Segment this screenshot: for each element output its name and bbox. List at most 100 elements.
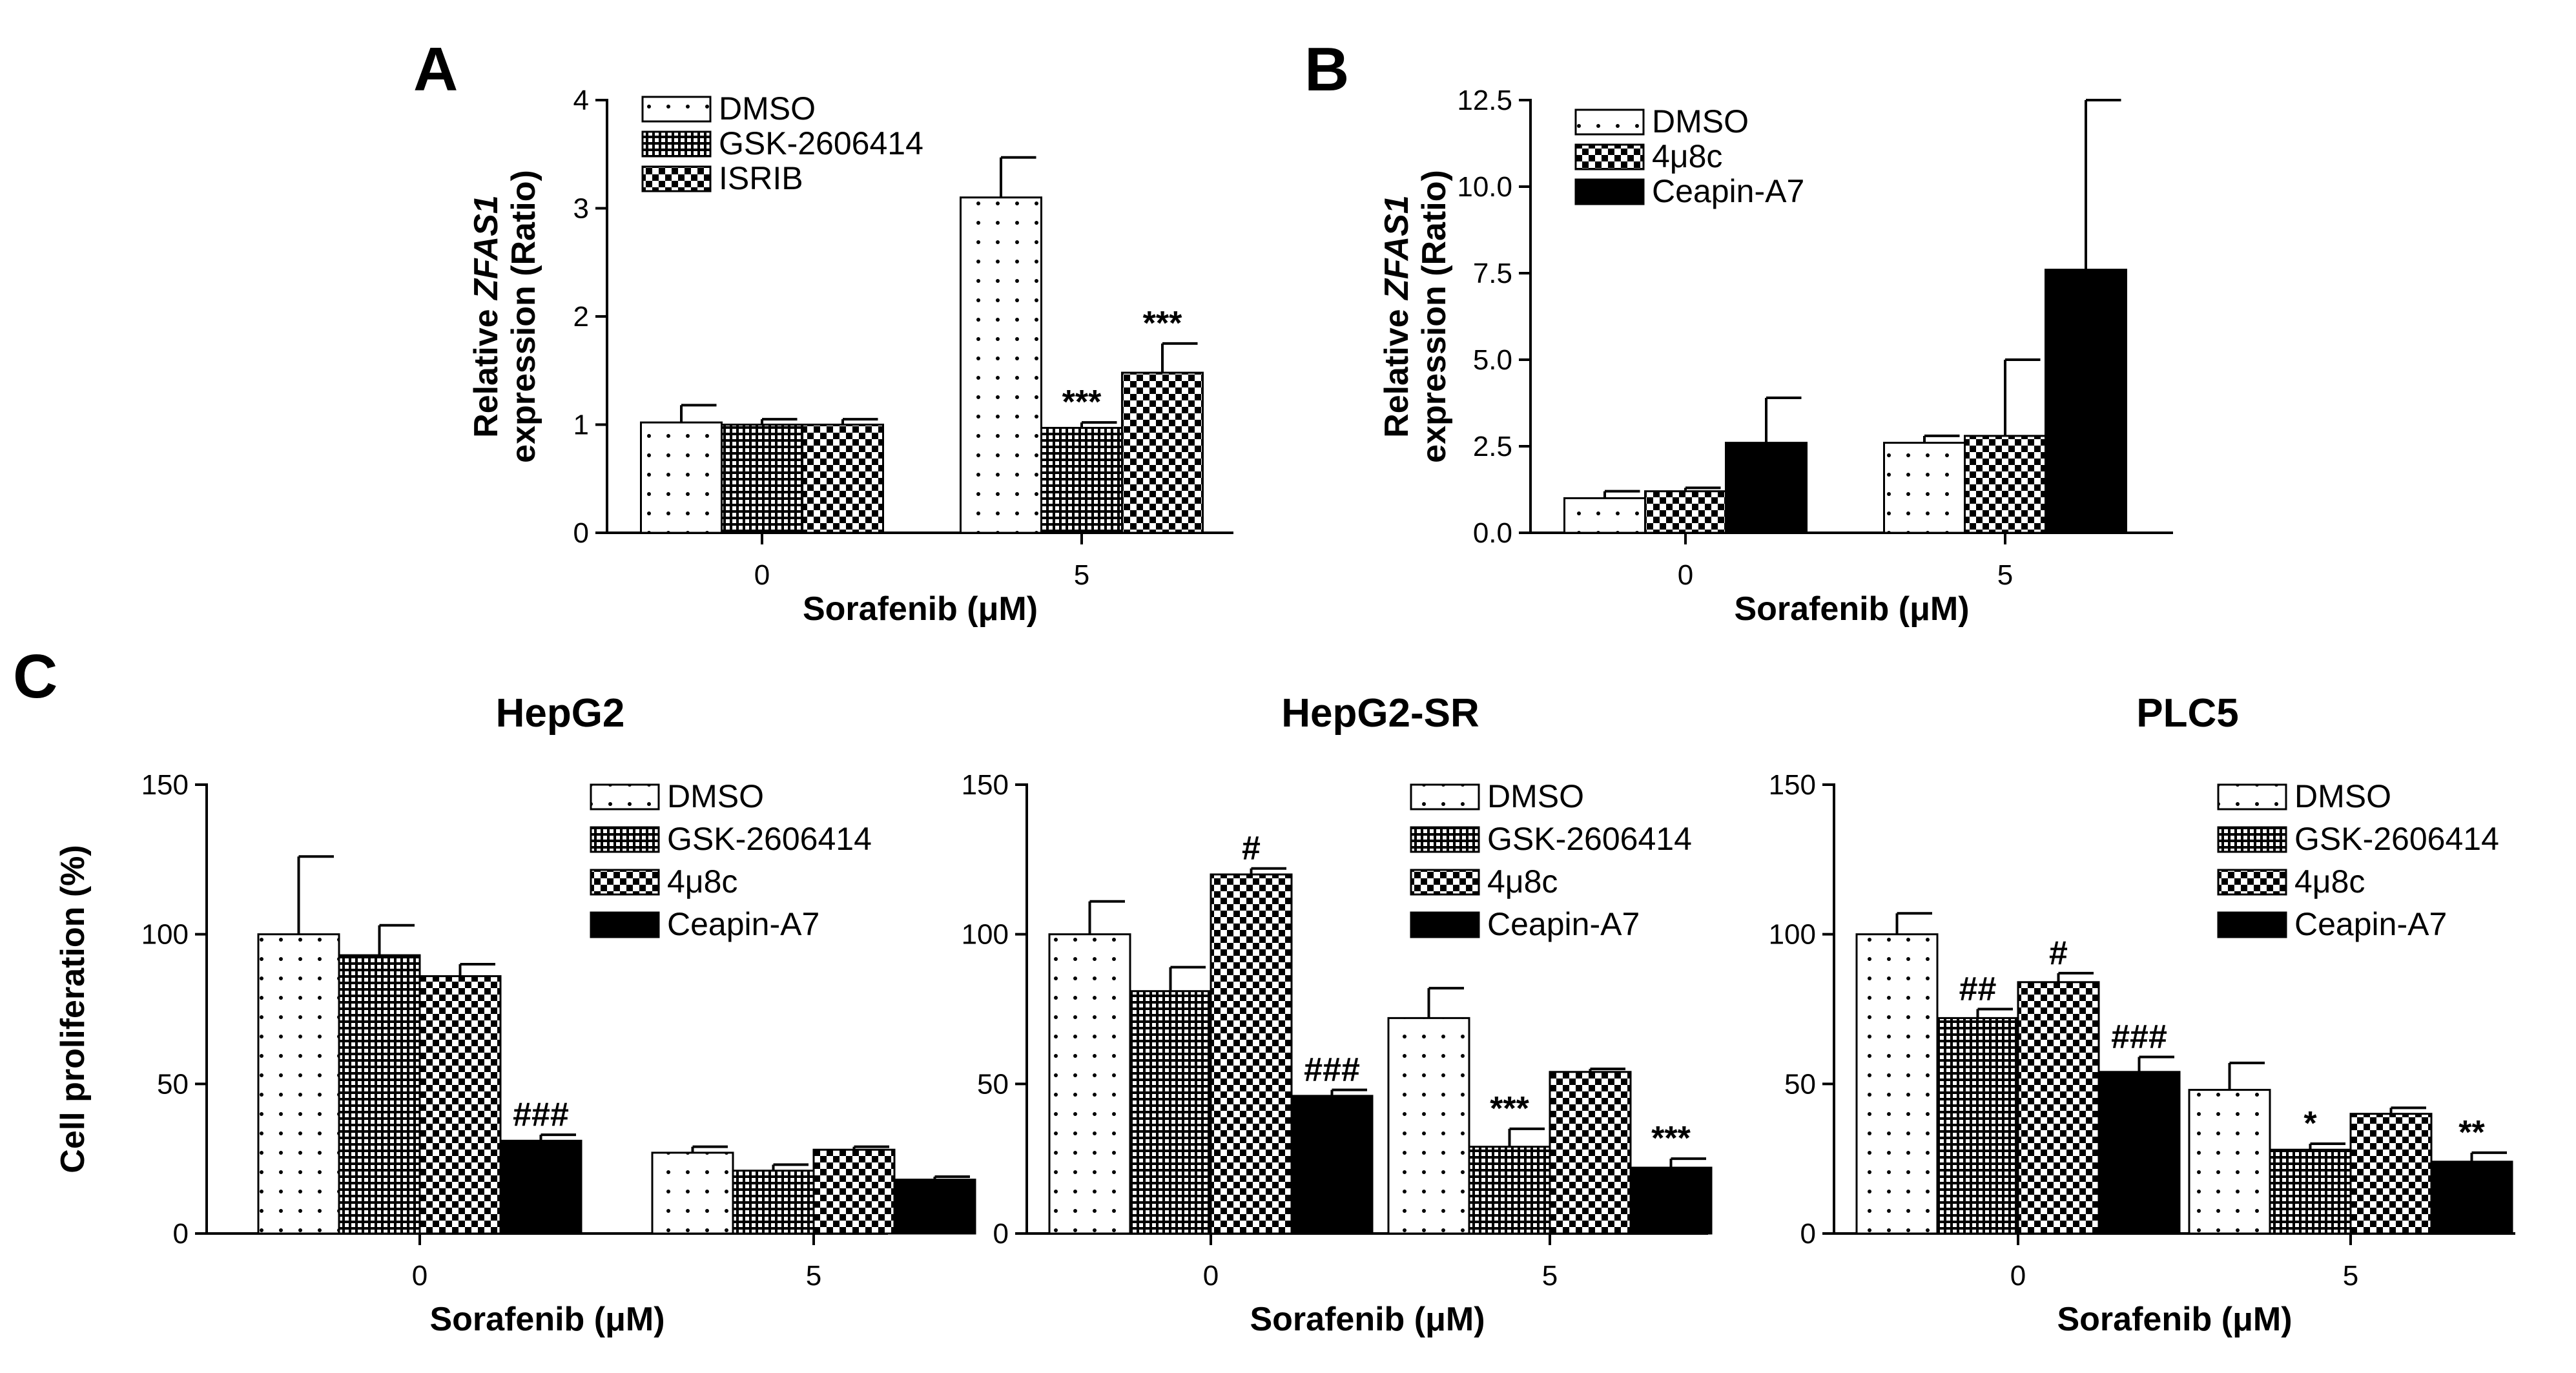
y-tick-label: 0 — [173, 1218, 189, 1250]
legend-label-dmso: DMSO — [719, 90, 816, 127]
x-tick-label: 5 — [1542, 1260, 1558, 1292]
significance-marker: * — [2303, 1105, 2317, 1142]
legend-label-4-8c: 4μ8c — [1487, 863, 1558, 900]
y-axis-title-line1: Relative ZFAS1 — [1378, 195, 1416, 438]
legend-label-4-8c: 4μ8c — [667, 863, 737, 900]
panel-label-c: C — [13, 642, 57, 711]
x-axis-title: Sorafenib (μM) — [2057, 1301, 2292, 1338]
significance-marker: *** — [1651, 1120, 1691, 1157]
y-tick-label: 12.5 — [1457, 85, 1512, 116]
legend-swatch-ceapin-a7 — [2217, 911, 2287, 938]
legend-label-isrib: ISRIB — [719, 160, 803, 196]
x-tick-label: 5 — [2343, 1260, 2358, 1292]
bar-4-8c-5 — [1549, 1071, 1632, 1235]
bar-4-8c-5 — [812, 1148, 896, 1235]
bar-gsk-2606414-0 — [1129, 990, 1212, 1235]
bar-ceapin-a7-5 — [2430, 1161, 2513, 1235]
significance-marker: # — [2049, 934, 2068, 972]
bar-isrib-5 — [1121, 371, 1204, 534]
bar-gsk-2606414-5 — [1468, 1146, 1551, 1235]
y-tick-label: 50 — [157, 1068, 189, 1100]
bar-ceapin-a7-0 — [2097, 1071, 2181, 1235]
bar-4-8c-5 — [1964, 435, 2046, 534]
x-tick-label: 5 — [1997, 559, 2013, 591]
y-tick-label: 150 — [141, 769, 189, 801]
x-tick-label: 0 — [1678, 559, 1693, 591]
chart-title: HepG2 — [496, 691, 625, 736]
bar-ceapin-a7-0 — [499, 1139, 582, 1235]
y-tick-label: 5.0 — [1473, 344, 1512, 376]
bar-ceapin-a7-0 — [1290, 1095, 1374, 1235]
y-axis-title-line2: expression (Ratio) — [1416, 170, 1453, 463]
legend-swatch-ceapin-a7 — [1410, 911, 1480, 938]
y-tick-label: 2.5 — [1473, 431, 1512, 462]
bar-4-8c-0 — [2017, 981, 2100, 1235]
x-axis-title: Sorafenib (μM) — [803, 590, 1038, 628]
bar-gsk-2606414-5 — [2269, 1148, 2352, 1235]
legend-swatch-gsk-2606414 — [2217, 826, 2287, 853]
x-tick-label: 0 — [1203, 1260, 1219, 1292]
bar-isrib-0 — [801, 424, 884, 534]
y-tick-label: 0 — [573, 517, 589, 549]
significance-marker: ### — [1304, 1051, 1360, 1089]
significance-marker: *** — [1490, 1090, 1529, 1128]
chart-title: PLC5 — [2136, 691, 2238, 736]
y-tick-label: 3 — [573, 193, 589, 225]
x-tick-label: 0 — [412, 1260, 428, 1292]
bar-4-8c-0 — [1210, 873, 1293, 1235]
legend-label-dmso: DMSO — [667, 778, 764, 814]
legend-label-4-8c: 4μ8c — [1652, 138, 1722, 174]
legend-swatch-ceapin-a7 — [590, 911, 660, 938]
legend-label-dmso: DMSO — [2294, 778, 2391, 814]
bar-ceapin-a7-5 — [2045, 269, 2127, 534]
bar-dmso-0 — [1048, 933, 1131, 1235]
y-tick-label: 150 — [962, 769, 1009, 801]
legend-swatch-gsk-2606414 — [590, 826, 660, 853]
bar-gsk-2606414-0 — [721, 424, 803, 534]
legend-label-gsk-2606414: GSK-2606414 — [667, 821, 872, 857]
chart-panel-b: 0.0 2.5 5.0 7.5 10.0 12.5 0 5 Sorafenib (μM) Rela… — [1378, 85, 2173, 628]
bar-dmso-5 — [1883, 442, 1966, 534]
significance-marker: # — [1242, 830, 1261, 867]
bar-4-8c-0 — [1644, 490, 1727, 534]
y-tick-label: 7.5 — [1473, 258, 1512, 289]
y-tick-label: 150 — [1769, 769, 1816, 801]
bar-dmso-5 — [2188, 1089, 2271, 1235]
bar-dmso-0 — [1563, 497, 1646, 534]
legend-swatch-4-8c — [590, 869, 660, 896]
y-tick-label: 100 — [962, 919, 1009, 951]
legend-swatch-ceapin-a7 — [1574, 178, 1645, 205]
legend-swatch-dmso — [1410, 783, 1480, 810]
bar-dmso-5 — [651, 1151, 734, 1235]
x-tick-label: 5 — [806, 1260, 821, 1292]
legend-swatch-dmso — [2217, 783, 2287, 810]
y-axis-title-gene: ZFAS1 — [1378, 195, 1416, 301]
bar-dmso-0 — [257, 933, 340, 1235]
panel-label-a: A — [413, 35, 458, 104]
x-axis-title: Sorafenib (μM) — [1250, 1301, 1485, 1338]
y-axis-title: Cell proliferation (%) — [54, 845, 92, 1173]
legend-label-gsk-2606414: GSK-2606414 — [2294, 821, 2499, 857]
legend-swatch-4-8c — [1574, 143, 1645, 170]
x-axis-title: Sorafenib (μM) — [1734, 590, 1969, 628]
legend-swatch-isrib — [641, 165, 712, 192]
panel-label-b: B — [1304, 35, 1349, 104]
y-tick-label: 0.0 — [1473, 517, 1512, 549]
y-tick-label: 0 — [993, 1218, 1009, 1250]
y-axis-title-prefix: Relative — [468, 300, 505, 438]
y-tick-label: 100 — [1769, 919, 1816, 951]
legend-label-4-8c: 4μ8c — [2294, 863, 2365, 900]
y-tick-label: 10.0 — [1457, 171, 1512, 203]
significance-marker: ** — [2458, 1114, 2485, 1151]
y-tick-label: 50 — [1784, 1068, 1816, 1100]
legend-label-dmso: DMSO — [1652, 103, 1749, 139]
chart-panel-c-hepg2: 0 50 100 150 0 ### 5 Sorafenib (μM) Cell prolife… — [54, 691, 976, 1338]
legend-label-gsk-2606414: GSK-2606414 — [1487, 821, 1692, 857]
bar-gsk-2606414-0 — [1936, 1017, 2019, 1235]
x-tick-label: 0 — [2010, 1260, 2026, 1292]
legend-label-dmso: DMSO — [1487, 778, 1584, 814]
y-tick-label: 1 — [573, 409, 589, 441]
legend-label-ceapin-a7: Ceapin-A7 — [2294, 906, 2447, 942]
bar-dmso-5 — [1387, 1017, 1470, 1235]
